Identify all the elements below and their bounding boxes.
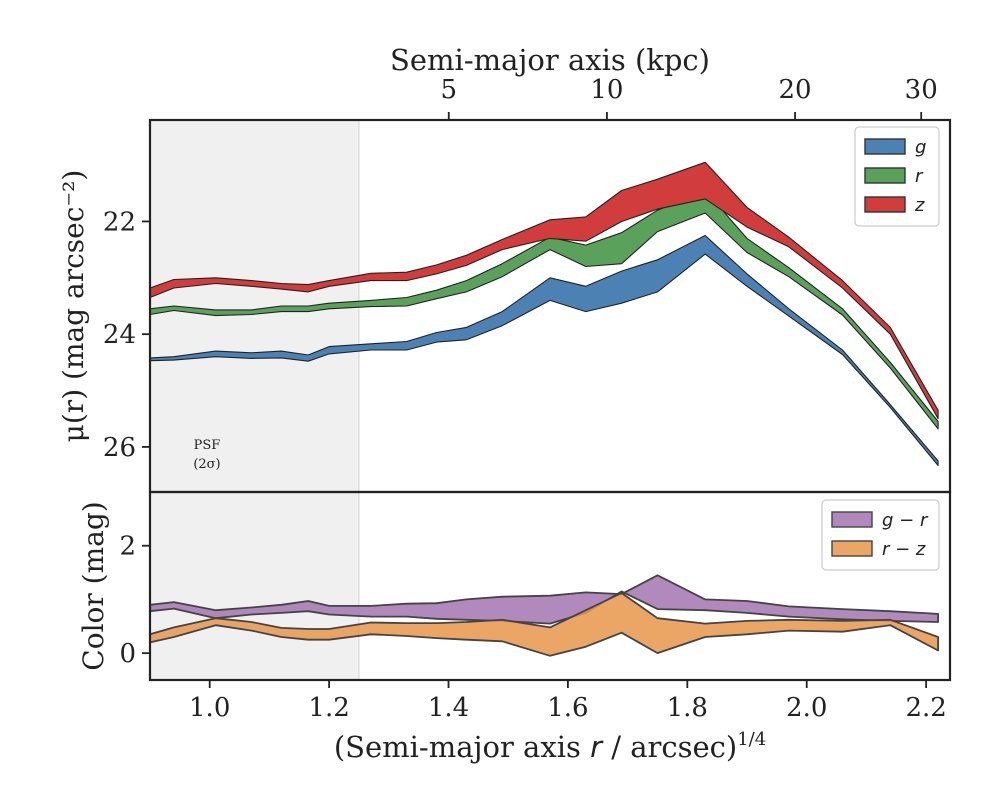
psf-shaded-region bbox=[150, 492, 359, 680]
y-tick-label: 24 bbox=[103, 320, 136, 350]
top-y-axis-title: μ(r) (mag arcsec⁻²) bbox=[57, 170, 90, 443]
legend-swatch-gr bbox=[831, 511, 873, 528]
top-x-tick-label: 20 bbox=[779, 75, 812, 105]
band-r bbox=[149, 189, 939, 430]
band-rz bbox=[149, 592, 939, 657]
bottom-legend: g − r r − z bbox=[821, 499, 940, 571]
top-x-tick-label: 10 bbox=[590, 75, 623, 105]
legend-swatch-z bbox=[864, 196, 906, 213]
legend-swatch-rz bbox=[831, 540, 873, 557]
psf-note-line1: PSF bbox=[194, 438, 221, 453]
top-x-tick-label: 5 bbox=[440, 75, 457, 105]
legend-swatch-r bbox=[864, 167, 906, 184]
x-tick-label: 2.2 bbox=[905, 693, 946, 723]
legend-swatch-g bbox=[864, 138, 906, 155]
top-legend: grz bbox=[854, 126, 940, 227]
bottom-plot-frame bbox=[148, 490, 952, 682]
band-z bbox=[149, 161, 939, 420]
legend-label-z: z bbox=[914, 195, 925, 216]
x-tick-label: 1.8 bbox=[667, 693, 708, 723]
legend-label-r: r bbox=[915, 166, 924, 187]
bottom-x-axis-title: (Semi-major axis r / arcsec)1/4 bbox=[334, 729, 766, 764]
legend-label-g: g bbox=[915, 137, 926, 158]
x-tick-label: 1.0 bbox=[189, 693, 230, 723]
top-x-tick-label: 30 bbox=[905, 75, 938, 105]
legend-label-rz: r − z bbox=[882, 539, 926, 560]
y-tick-label: 0 bbox=[119, 639, 136, 669]
x-tick-label: 1.6 bbox=[547, 693, 588, 723]
band-gr bbox=[149, 574, 939, 625]
x-tick-label: 2.0 bbox=[786, 693, 827, 723]
band-g bbox=[149, 234, 939, 467]
y-tick-label: 2 bbox=[119, 532, 136, 562]
legend-label-gr: g − r bbox=[882, 510, 929, 531]
y-tick-label: 26 bbox=[103, 433, 136, 463]
bottom-y-axis-title: Color (mag) bbox=[77, 501, 110, 670]
psf-note-line2: (2σ) bbox=[193, 457, 220, 472]
x-tick-label: 1.4 bbox=[428, 693, 469, 723]
x-tick-label: 1.2 bbox=[308, 693, 349, 723]
color-panel: g − r r − z 0 2 1.0 1.2 1.4 1.6 1.8 2.0 2.2 bbox=[119, 492, 947, 723]
y-tick-label: 22 bbox=[103, 207, 136, 237]
top-x-axis-title: Semi-major axis (kpc) bbox=[390, 43, 710, 77]
